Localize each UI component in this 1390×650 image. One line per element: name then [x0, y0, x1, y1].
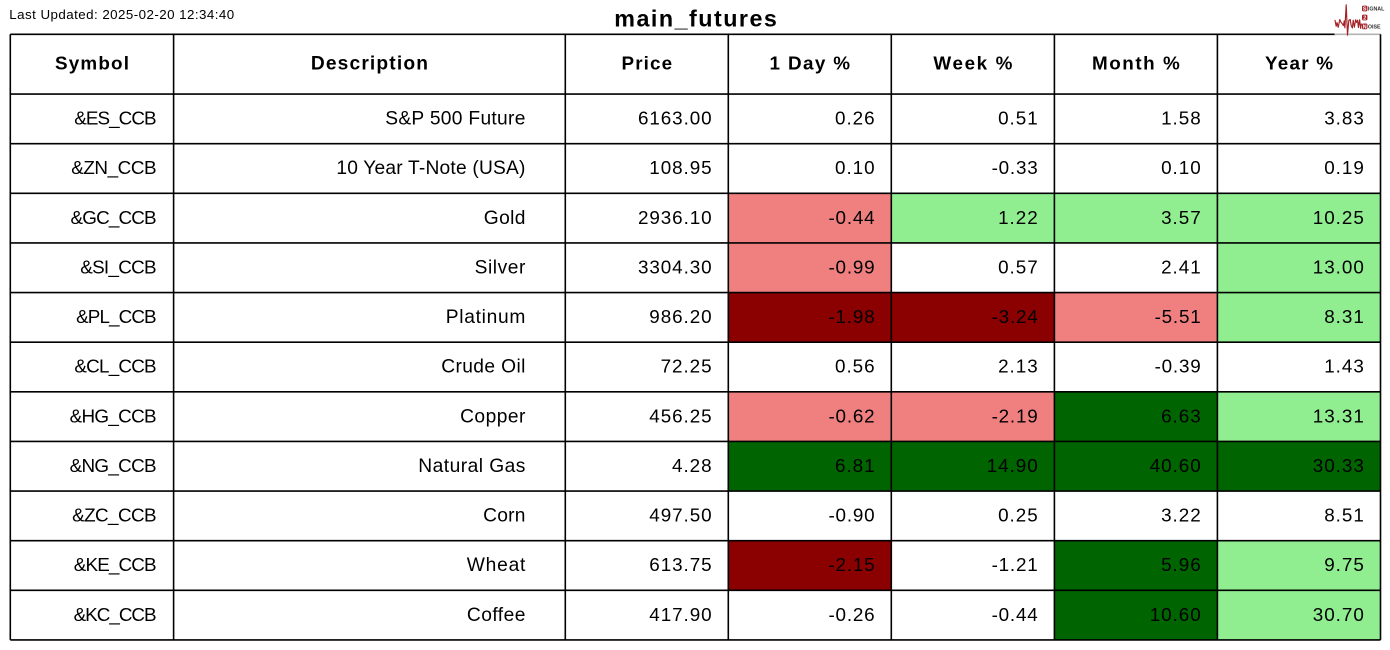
svg-text:3.57: 3.57: [1161, 207, 1201, 228]
svg-text:2.41: 2.41: [1161, 257, 1201, 278]
svg-text:-0.33: -0.33: [992, 157, 1038, 178]
svg-text:-1.98: -1.98: [829, 306, 875, 327]
svg-text:Natural Gas: Natural Gas: [418, 456, 525, 477]
svg-text:Wheat: Wheat: [467, 555, 526, 576]
svg-text:0.56: 0.56: [835, 356, 875, 377]
svg-text:-0.26: -0.26: [829, 604, 875, 625]
svg-text:2.13: 2.13: [998, 356, 1038, 377]
svg-text:30.33: 30.33: [1313, 455, 1364, 476]
svg-text:108.95: 108.95: [649, 157, 711, 178]
svg-text:72.25: 72.25: [661, 356, 712, 377]
svg-text:40.60: 40.60: [1150, 455, 1201, 476]
svg-text:0.57: 0.57: [998, 257, 1038, 278]
svg-text:0.10: 0.10: [835, 157, 875, 178]
svg-text:3.22: 3.22: [1161, 505, 1201, 526]
svg-text:Corn: Corn: [483, 506, 525, 527]
svg-text:1.22: 1.22: [998, 207, 1038, 228]
svg-text:&HG_CCB: &HG_CCB: [70, 405, 157, 427]
svg-text:2936.10: 2936.10: [638, 207, 712, 228]
svg-text:-2.19: -2.19: [992, 405, 1038, 426]
svg-text:0.19: 0.19: [1324, 157, 1364, 178]
svg-text:6.63: 6.63: [1161, 405, 1201, 426]
svg-text:IGNAL: IGNAL: [1368, 7, 1385, 13]
svg-text:10.60: 10.60: [1150, 604, 1201, 625]
svg-text:417.90: 417.90: [649, 604, 711, 625]
svg-text:-0.39: -0.39: [1155, 356, 1201, 377]
svg-text:Symbol: Symbol: [55, 53, 129, 74]
svg-text:-1.21: -1.21: [992, 554, 1038, 575]
svg-text:-0.99: -0.99: [829, 257, 875, 278]
svg-text:13.00: 13.00: [1313, 257, 1364, 278]
svg-text:6.81: 6.81: [835, 455, 875, 476]
svg-text:-5.51: -5.51: [1155, 306, 1201, 327]
svg-text:30.70: 30.70: [1313, 604, 1364, 625]
svg-text:&CL_CCB: &CL_CCB: [74, 356, 156, 378]
svg-text:13.31: 13.31: [1313, 405, 1364, 426]
svg-text:Last Updated: 2025-02-20 12:34: Last Updated: 2025-02-20 12:34:40: [9, 7, 234, 22]
svg-text:1 Day %: 1 Day %: [770, 53, 851, 74]
svg-text:8.51: 8.51: [1324, 505, 1364, 526]
svg-text:Description: Description: [311, 54, 428, 75]
svg-text:&ZN_CCB: &ZN_CCB: [71, 157, 156, 179]
svg-text:Crude Oil: Crude Oil: [441, 357, 525, 378]
svg-text:&KC_CCB: &KC_CCB: [74, 604, 157, 626]
svg-text:0.26: 0.26: [835, 108, 875, 129]
svg-text:Coffee: Coffee: [467, 605, 526, 626]
svg-text:3.83: 3.83: [1324, 108, 1364, 129]
svg-text:&GC_CCB: &GC_CCB: [71, 207, 157, 229]
svg-text:&PL_CCB: &PL_CCB: [76, 306, 157, 328]
svg-text:10.25: 10.25: [1313, 207, 1364, 228]
svg-text:S&P 500 Future: S&P 500 Future: [385, 109, 525, 130]
svg-text:Copper: Copper: [460, 406, 526, 427]
svg-text:Week %: Week %: [933, 53, 1012, 74]
svg-text:613.75: 613.75: [649, 554, 711, 575]
svg-text:-0.44: -0.44: [992, 604, 1038, 625]
svg-text:10 Year T-Note (USA): 10 Year T-Note (USA): [336, 158, 525, 179]
svg-text:&NG_CCB: &NG_CCB: [70, 455, 157, 477]
svg-text:3304.30: 3304.30: [638, 257, 712, 278]
svg-text:Silver: Silver: [475, 258, 526, 279]
svg-text:8.31: 8.31: [1324, 306, 1364, 327]
svg-text:986.20: 986.20: [649, 306, 711, 327]
svg-text:Year %: Year %: [1265, 53, 1333, 74]
svg-text:6163.00: 6163.00: [638, 108, 712, 129]
svg-text:0.10: 0.10: [1161, 157, 1201, 178]
svg-text:-0.44: -0.44: [829, 207, 875, 228]
svg-text:5.96: 5.96: [1161, 554, 1201, 575]
svg-text:Platinum: Platinum: [446, 307, 526, 328]
svg-text:&SI_CCB: &SI_CCB: [80, 257, 156, 279]
svg-text:1.58: 1.58: [1161, 108, 1201, 129]
svg-text:-0.62: -0.62: [829, 405, 875, 426]
svg-text:S: S: [1363, 6, 1367, 12]
svg-text:497.50: 497.50: [649, 505, 711, 526]
svg-text:1.43: 1.43: [1324, 356, 1364, 377]
svg-text:-0.90: -0.90: [829, 505, 875, 526]
svg-text:4.28: 4.28: [672, 455, 712, 476]
svg-text:456.25: 456.25: [649, 405, 711, 426]
svg-text:9.75: 9.75: [1324, 554, 1364, 575]
svg-text:&KE_CCB: &KE_CCB: [74, 554, 157, 576]
svg-text:14.90: 14.90: [987, 455, 1038, 476]
svg-text:0.51: 0.51: [998, 108, 1038, 129]
svg-text:Gold: Gold: [484, 208, 526, 229]
svg-text:2: 2: [1363, 15, 1366, 21]
svg-text:-3.24: -3.24: [992, 306, 1038, 327]
svg-text:main_futures: main_futures: [614, 6, 777, 32]
svg-text:&ES_CCB: &ES_CCB: [74, 108, 156, 130]
svg-text:Price: Price: [622, 53, 673, 74]
svg-text:-2.15: -2.15: [829, 554, 875, 575]
svg-text:N: N: [1363, 24, 1367, 30]
svg-text:OISE: OISE: [1368, 24, 1381, 30]
svg-text:Month %: Month %: [1092, 53, 1180, 74]
svg-text:&ZC_CCB: &ZC_CCB: [72, 505, 157, 527]
svg-text:0.25: 0.25: [998, 505, 1038, 526]
